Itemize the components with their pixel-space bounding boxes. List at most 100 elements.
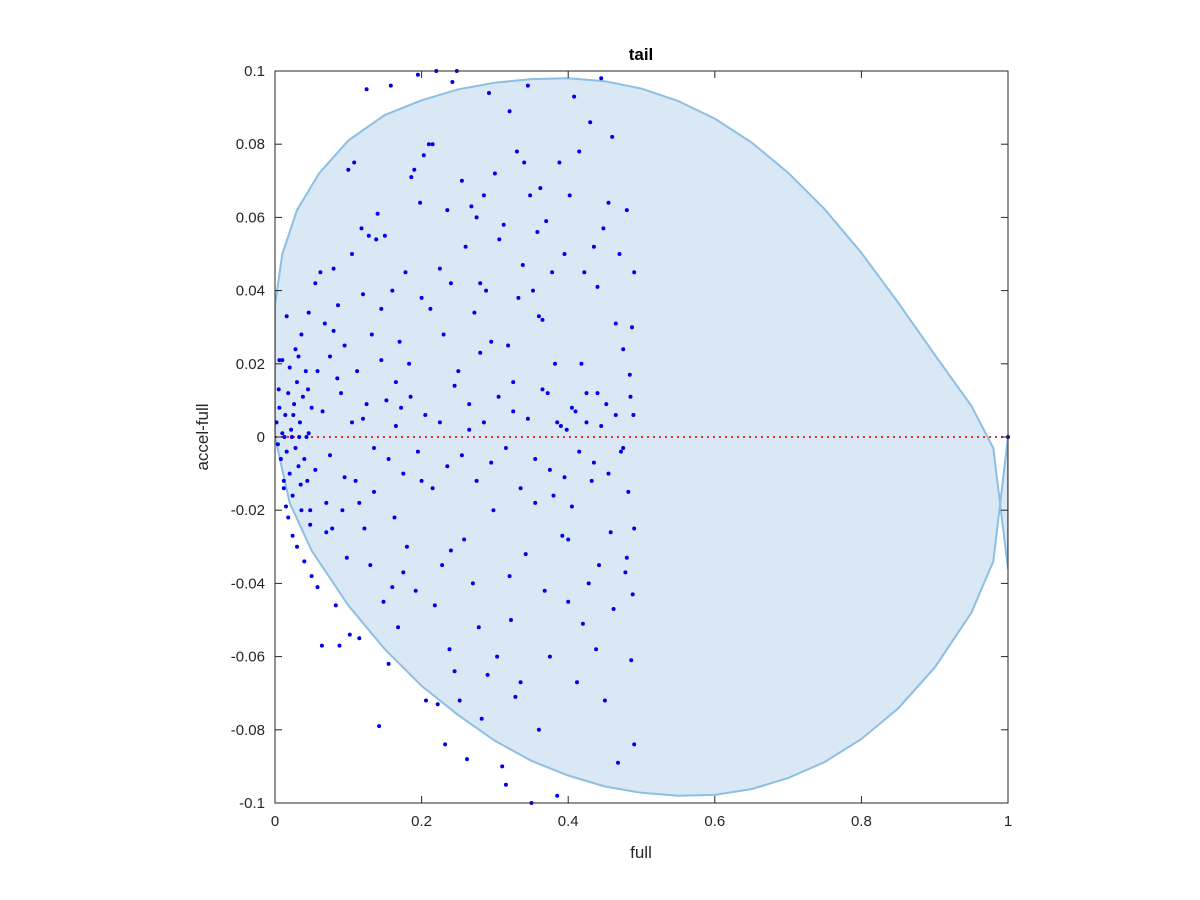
data-point <box>514 149 519 154</box>
data-point <box>336 303 340 308</box>
y-tick-label: 0.06 <box>236 209 265 226</box>
y-tick-label: -0.04 <box>231 575 265 592</box>
data-point <box>330 526 335 531</box>
data-point <box>375 211 380 216</box>
data-point <box>533 457 538 461</box>
data-point <box>567 193 572 198</box>
data-point <box>346 167 351 172</box>
data-point <box>624 208 629 213</box>
data-point <box>372 489 376 494</box>
data-point <box>528 193 533 198</box>
data-point <box>572 94 577 99</box>
data-point <box>437 420 442 425</box>
data-point <box>476 625 481 630</box>
y-tick-label: -0.1 <box>239 795 265 812</box>
y-tick-label: -0.06 <box>231 649 265 666</box>
data-point <box>621 347 626 352</box>
data-point <box>531 288 535 293</box>
data-point <box>474 478 479 483</box>
data-point <box>445 208 450 213</box>
data-point <box>432 603 437 608</box>
data-point <box>303 369 308 374</box>
data-point <box>292 402 297 407</box>
data-point <box>381 599 386 604</box>
data-point <box>366 233 371 238</box>
data-point <box>497 237 502 242</box>
data-point <box>448 548 453 553</box>
y-tick-label: -0.02 <box>231 502 265 519</box>
data-point <box>588 120 593 125</box>
data-point <box>404 544 409 549</box>
data-point <box>595 284 600 289</box>
data-point <box>469 204 474 209</box>
data-point <box>328 453 332 458</box>
data-point <box>604 402 609 407</box>
data-point <box>440 563 445 568</box>
data-point <box>276 387 281 392</box>
data-point <box>617 252 622 256</box>
data-point <box>579 361 584 366</box>
data-point <box>536 727 541 732</box>
data-point <box>569 405 574 410</box>
data-point <box>374 237 379 242</box>
data-point <box>299 332 304 337</box>
data-point <box>415 72 420 77</box>
y-tick-label: 0.1 <box>244 63 265 80</box>
data-point <box>547 467 552 472</box>
data-point <box>540 317 545 322</box>
data-point <box>390 585 395 590</box>
data-point <box>627 372 632 377</box>
data-point <box>562 252 567 256</box>
data-point <box>421 153 426 158</box>
data-point <box>450 80 455 84</box>
data-point <box>282 435 287 439</box>
data-point <box>591 244 596 249</box>
data-point <box>595 391 600 396</box>
data-point <box>382 233 387 238</box>
data-point <box>584 391 589 396</box>
data-point <box>379 306 384 311</box>
data-point <box>560 533 565 538</box>
data-point <box>511 380 516 385</box>
data-point <box>452 669 457 674</box>
data-point <box>275 442 280 447</box>
data-point <box>357 500 362 505</box>
data-point <box>632 742 637 747</box>
data-point <box>304 435 309 439</box>
data-point <box>289 427 294 432</box>
data-point <box>533 500 538 505</box>
data-point <box>525 83 530 88</box>
data-point <box>306 310 311 315</box>
y-tick-label: 0 <box>257 429 265 446</box>
data-point <box>333 603 338 608</box>
data-point <box>582 270 587 275</box>
data-point <box>462 537 467 542</box>
data-point <box>566 599 571 604</box>
data-point <box>412 167 417 172</box>
data-point <box>544 219 549 224</box>
data-point <box>606 471 611 476</box>
data-point <box>608 530 613 535</box>
data-point <box>299 508 304 513</box>
data-point <box>401 471 406 476</box>
y-axis-label: accel-full <box>193 403 212 470</box>
data-point <box>298 482 303 487</box>
data-point <box>287 365 292 370</box>
data-point <box>424 698 428 703</box>
data-point <box>575 680 579 685</box>
data-point <box>630 325 634 330</box>
data-point <box>435 702 440 707</box>
data-point <box>418 200 423 205</box>
data-point <box>597 563 601 568</box>
data-point <box>347 632 352 637</box>
data-point <box>511 409 516 414</box>
data-point <box>500 764 505 769</box>
data-point <box>586 581 591 586</box>
data-point <box>413 588 418 593</box>
data-point <box>485 672 490 677</box>
data-point <box>501 222 506 227</box>
data-point <box>599 424 604 428</box>
data-point <box>278 457 283 461</box>
data-point <box>459 178 464 183</box>
